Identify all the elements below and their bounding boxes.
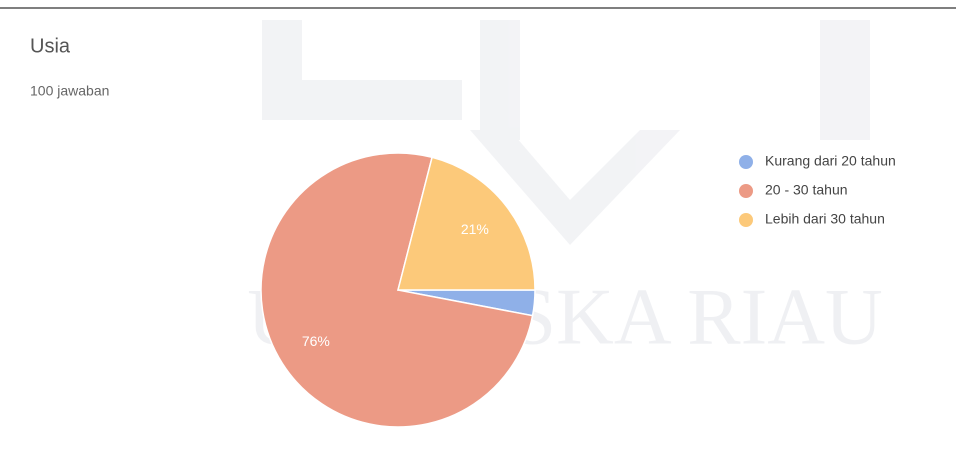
pie-slice [260, 152, 534, 428]
legend-label: 20 - 30 tahun [765, 182, 848, 198]
legend-swatch [739, 155, 753, 169]
chart-title: Usia [30, 35, 71, 57]
legend-label: Lebih dari 30 tahun [765, 211, 885, 227]
data-label: 21% [461, 221, 489, 237]
chart-subtitle: 100 jawaban [30, 83, 109, 99]
legend-swatch [739, 184, 753, 198]
watermark-logo [262, 20, 870, 245]
pie-slice [397, 156, 536, 291]
legend-label: Kurang dari 20 tahun [765, 153, 896, 169]
data-label: 76% [302, 333, 330, 349]
legend-swatch [739, 213, 753, 227]
